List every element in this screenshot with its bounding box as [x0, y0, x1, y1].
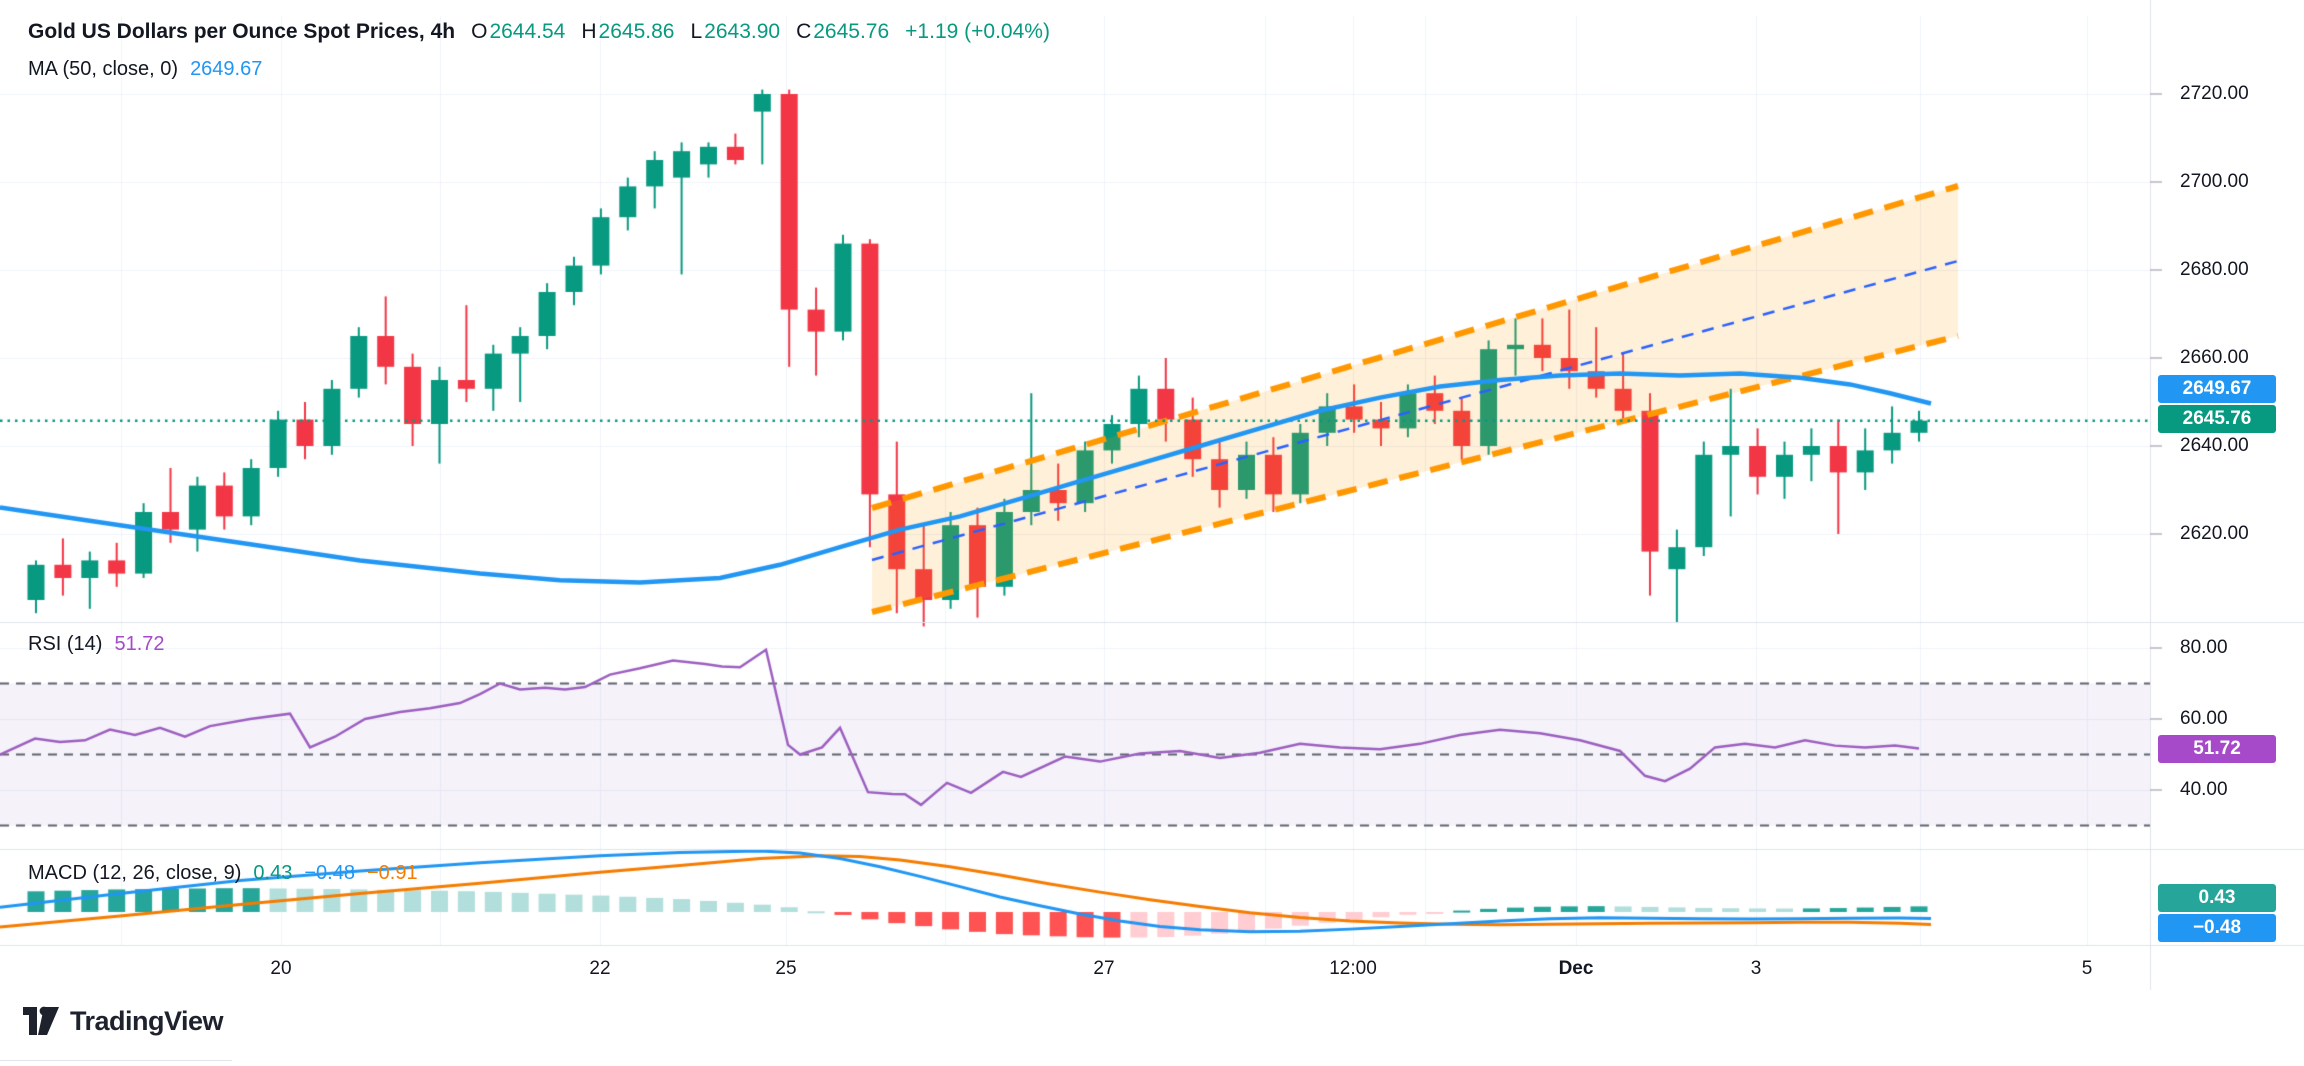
rsi-legend-value: 51.72 — [114, 633, 165, 655]
ohlc-open: O 2644.54 — [471, 20, 566, 43]
macd-legend-name: MACD (12, 26, close, 9) — [28, 862, 242, 884]
rsi-tick-label: 80.00 — [2180, 637, 2228, 658]
time-tick-label: 5 — [2081, 958, 2093, 979]
price-tick-label: 2640.00 — [2180, 435, 2249, 456]
ma-legend-name: MA (50, close, 0) — [28, 58, 179, 80]
tradingview-logo-text: TradingView — [70, 1005, 224, 1036]
symbol-title[interactable]: Gold US Dollars per Ounce Spot Prices, 4… — [28, 20, 456, 43]
ohlc-close: C 2645.76 — [796, 20, 890, 43]
price-tick-label: 2680.00 — [2180, 259, 2249, 280]
macd-legend-hist-value: 0.43 — [253, 862, 293, 884]
rsi-legend[interactable]: RSI (14) 51.72 — [28, 633, 165, 656]
time-tick-label: 27 — [1093, 958, 1115, 979]
ohlc-high: H 2645.86 — [581, 20, 675, 43]
macd-hist-badge: 0.43 — [2158, 884, 2276, 912]
time-axis[interactable]: 20 22 25 27 12:00 Dec 3 5 — [0, 946, 2150, 994]
macd-legend-signal-value: −0.91 — [366, 862, 418, 884]
bottom-divider — [0, 1060, 232, 1061]
ma-legend[interactable]: MA (50, close, 0) 2649.67 — [28, 58, 262, 81]
time-tick-label: Dec — [1558, 958, 1594, 979]
time-tick-label: 22 — [589, 958, 611, 979]
time-tick-label: 12:00 — [1329, 958, 1377, 979]
ma-price-badge: 2649.67 — [2158, 375, 2276, 403]
price-axis[interactable]: 2720.00 2700.00 2680.00 2660.00 2640.00 2620.… — [2150, 0, 2304, 990]
time-tick-label: 25 — [775, 958, 797, 979]
macd-legend[interactable]: MACD (12, 26, close, 9) 0.43 −0.48 −0.91 — [28, 862, 418, 885]
price-tick-label: 2660.00 — [2180, 347, 2249, 368]
time-tick-label: 20 — [270, 958, 292, 979]
price-tick-label: 2720.00 — [2180, 83, 2249, 104]
ma-legend-value: 2649.67 — [190, 58, 263, 80]
tradingview-logo[interactable]: TradingView — [22, 1004, 224, 1038]
price-tick-label: 2700.00 — [2180, 171, 2249, 192]
last-price-badge: 2645.76 — [2158, 405, 2276, 433]
tradingview-logo-icon — [23, 1006, 59, 1035]
macd-line-badge: −0.48 — [2158, 914, 2276, 942]
macd-legend-macd-value: −0.48 — [304, 862, 355, 884]
symbol-legend[interactable]: Gold US Dollars per Ounce Spot Prices, 4… — [28, 20, 1050, 44]
time-tick-label: 3 — [1750, 958, 1762, 979]
price-tick-label: 2620.00 — [2180, 523, 2249, 544]
rsi-tick-label: 40.00 — [2180, 779, 2228, 800]
rsi-tick-label: 60.00 — [2180, 708, 2228, 729]
rsi-value-badge: 51.72 — [2158, 735, 2276, 763]
price-change: +1.19 (+0.04%) — [905, 20, 1050, 43]
ohlc-low: L 2643.90 — [690, 20, 781, 43]
rsi-legend-name: RSI (14) — [28, 633, 103, 655]
